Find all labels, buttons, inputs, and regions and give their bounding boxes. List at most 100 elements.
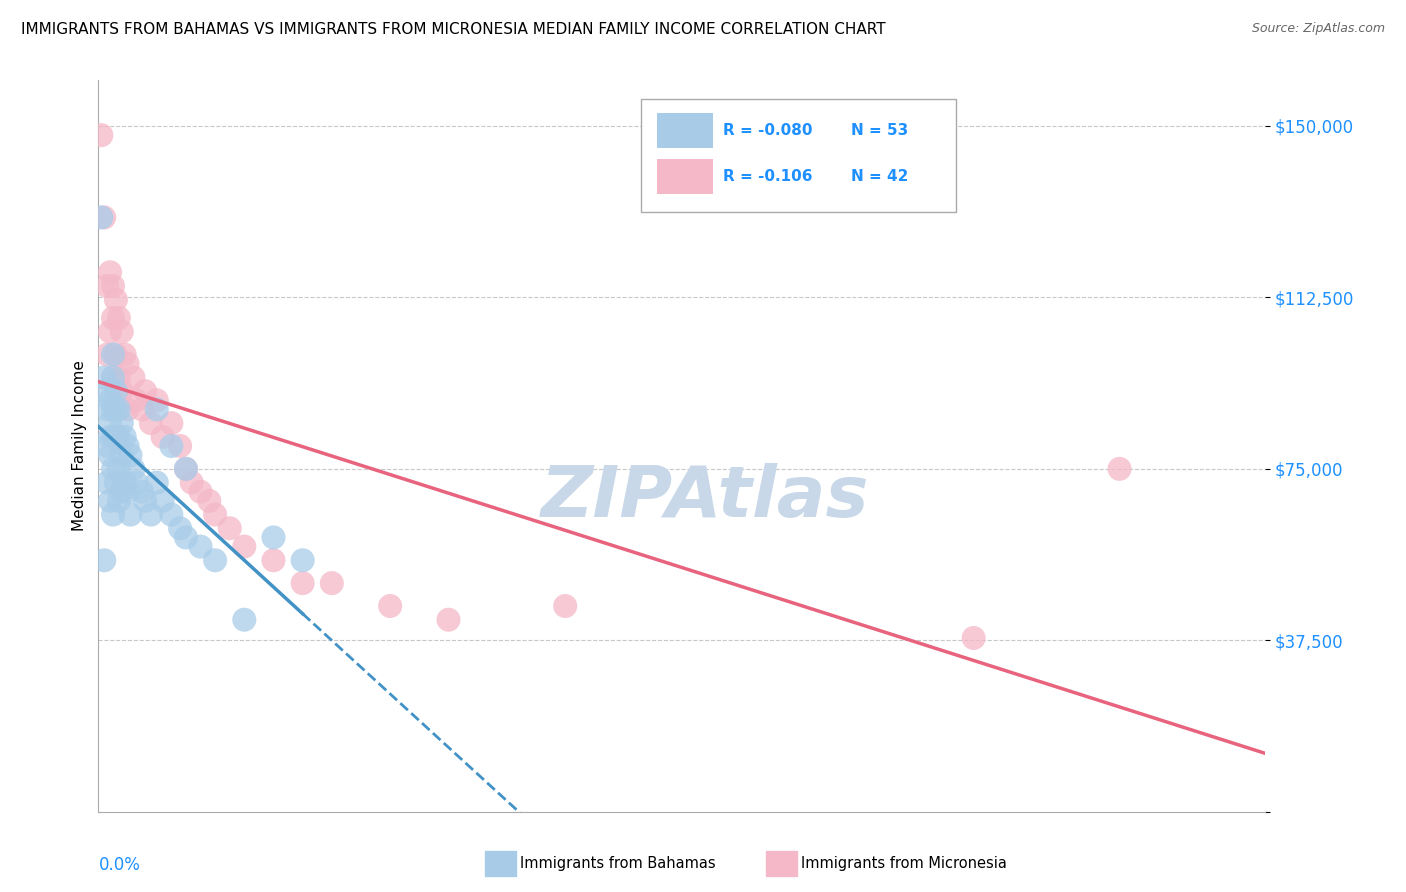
Point (262, 553, 284, 567)
Point (98, 393, 121, 408)
Point (160, 416, 183, 430)
Point (152, 493, 174, 508)
Point (160, 439, 183, 453)
Text: R = -0.080: R = -0.080 (723, 123, 813, 138)
Point (114, 347, 136, 362)
Point (174, 462, 197, 476)
Point (90, 211, 112, 225)
Point (1108, 462, 1130, 476)
Point (108, 310, 131, 325)
Point (190, 540, 212, 554)
Point (101, 508, 124, 522)
Point (122, 462, 145, 476)
Point (125, 393, 148, 408)
Point (146, 393, 169, 408)
Point (198, 493, 221, 508)
Point (101, 370, 124, 384)
Point (101, 462, 124, 476)
Point (120, 508, 142, 522)
Point (98, 325, 121, 339)
Point (134, 493, 156, 508)
Point (152, 430, 174, 444)
Text: IMMIGRANTS FROM BAHAMAS VS IMMIGRANTS FROM MICRONESIA MEDIAN FAMILY INCOME CORRE: IMMIGRANTS FROM BAHAMAS VS IMMIGRANTS FR… (21, 22, 886, 37)
Point (108, 370, 131, 384)
Point (321, 576, 343, 591)
Point (96, 347, 118, 362)
Point (104, 430, 127, 444)
Point (101, 430, 124, 444)
Point (111, 448, 134, 462)
Point (104, 384, 127, 398)
Point (117, 484, 139, 499)
Y-axis label: Median Family Income: Median Family Income (72, 360, 87, 532)
Point (291, 553, 314, 567)
Point (180, 475, 202, 490)
Point (93, 553, 115, 567)
Point (108, 430, 131, 444)
Point (117, 402, 139, 417)
Point (111, 384, 134, 398)
Point (104, 347, 127, 362)
Point (98, 493, 121, 508)
FancyBboxPatch shape (641, 99, 956, 212)
Point (125, 475, 148, 490)
Point (174, 462, 197, 476)
Point (98, 265, 121, 279)
Point (233, 613, 256, 627)
Point (96, 402, 118, 417)
Point (380, 599, 402, 613)
Point (93, 211, 115, 225)
Point (101, 279, 124, 293)
Point (104, 475, 127, 490)
Point (169, 521, 191, 535)
Text: Immigrants from Micronesia: Immigrants from Micronesia (801, 856, 1007, 871)
Point (114, 475, 136, 490)
Point (131, 484, 153, 499)
Point (98, 448, 121, 462)
Point (160, 508, 183, 522)
Text: N = 42: N = 42 (851, 169, 908, 184)
Point (101, 370, 124, 384)
Point (111, 484, 134, 499)
Point (204, 508, 226, 522)
Text: Immigrants from Bahamas: Immigrants from Bahamas (520, 856, 716, 871)
Point (96, 475, 118, 490)
Point (108, 402, 131, 417)
Point (134, 384, 156, 398)
Point (291, 576, 314, 591)
Point (146, 475, 169, 490)
Point (101, 310, 124, 325)
Point (96, 279, 118, 293)
Point (108, 493, 131, 508)
Point (169, 439, 191, 453)
Point (233, 540, 256, 554)
Point (90, 128, 112, 142)
Point (117, 357, 139, 371)
Point (262, 530, 284, 544)
Point (174, 530, 197, 544)
Point (101, 347, 124, 362)
Point (104, 402, 127, 417)
Text: Source: ZipAtlas.com: Source: ZipAtlas.com (1251, 22, 1385, 36)
Text: ZIPAtlas: ZIPAtlas (541, 463, 869, 532)
Point (114, 430, 136, 444)
Point (139, 508, 162, 522)
Point (111, 325, 134, 339)
FancyBboxPatch shape (658, 113, 713, 148)
Point (218, 521, 240, 535)
Point (122, 370, 145, 384)
Point (204, 553, 226, 567)
Point (104, 293, 127, 307)
Point (101, 402, 124, 417)
Point (190, 484, 212, 499)
Text: 0.0%: 0.0% (98, 855, 141, 873)
Point (93, 370, 115, 384)
Point (139, 416, 162, 430)
Point (120, 448, 142, 462)
Point (98, 416, 121, 430)
Point (146, 402, 169, 417)
FancyBboxPatch shape (658, 159, 713, 194)
Point (96, 439, 118, 453)
Text: N = 53: N = 53 (851, 123, 908, 138)
Point (111, 416, 134, 430)
